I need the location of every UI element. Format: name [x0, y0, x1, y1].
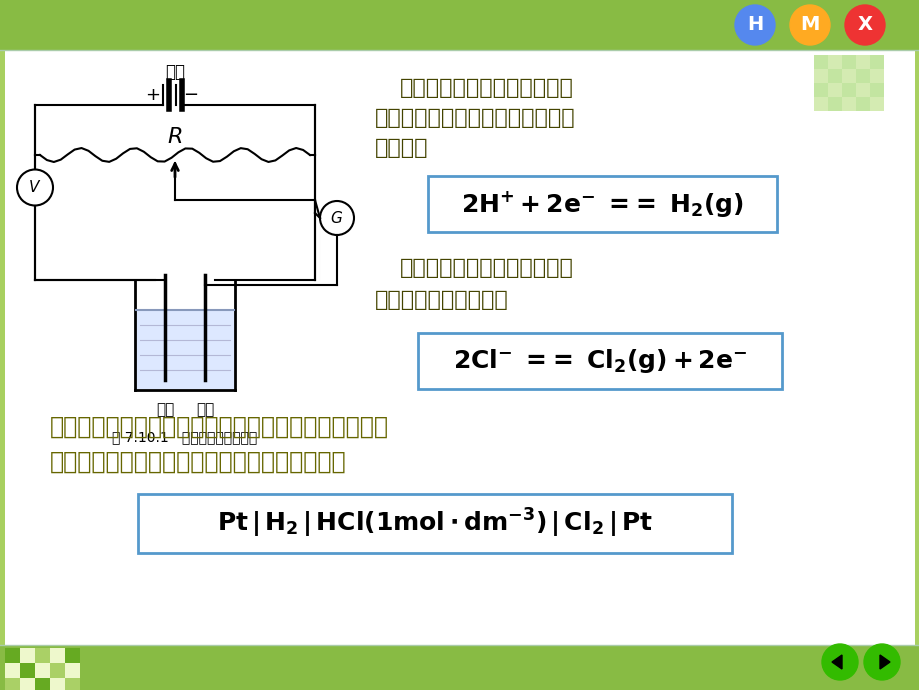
Polygon shape	[879, 655, 889, 669]
Text: −: −	[183, 86, 199, 104]
Bar	[47, 648, 61, 662]
Bar	[813, 83, 827, 97]
Bar	[20, 663, 35, 678]
Bar	[0, 645, 919, 690]
Bar	[65, 678, 80, 690]
FancyBboxPatch shape	[427, 176, 777, 232]
Bar	[65, 648, 80, 663]
Circle shape	[320, 201, 354, 235]
Bar	[20, 648, 35, 663]
Text: 氯离子向阳极（正极）运动，: 氯离子向阳极（正极）运动，	[400, 258, 573, 278]
Bar	[841, 83, 855, 97]
Bar	[19, 662, 33, 676]
Bar	[5, 676, 19, 690]
Bar	[0, 0, 919, 50]
Text: $R$: $R$	[167, 127, 183, 147]
Bar	[827, 83, 841, 97]
Bar	[61, 676, 75, 690]
Text: M: M	[800, 15, 819, 34]
Circle shape	[821, 644, 857, 680]
Text: 但是，上述电解产物与溶液中的相应离子在阴极和阳极: 但是，上述电解产物与溶液中的相应离子在阴极和阳极	[50, 415, 389, 439]
Text: 在外加电压作用下，氢离子向: 在外加电压作用下，氢离子向	[400, 78, 573, 98]
Text: 阴极: 阴极	[196, 402, 214, 417]
Circle shape	[863, 644, 899, 680]
Text: $V$: $V$	[28, 179, 41, 195]
Text: 阳极: 阳极	[155, 402, 174, 417]
Bar	[869, 83, 883, 97]
Bar	[33, 648, 47, 662]
Bar	[61, 648, 75, 662]
Circle shape	[17, 170, 53, 206]
Bar	[813, 69, 827, 83]
Bar	[841, 69, 855, 83]
Bar	[33, 676, 47, 690]
Circle shape	[844, 5, 884, 45]
FancyBboxPatch shape	[138, 494, 732, 553]
Circle shape	[734, 5, 774, 45]
Bar	[20, 678, 35, 690]
Bar	[827, 69, 841, 83]
Bar	[5, 648, 20, 663]
Text: +: +	[145, 86, 160, 104]
Bar	[5, 662, 19, 676]
Bar	[61, 662, 75, 676]
Bar	[869, 69, 883, 83]
Bar	[855, 55, 869, 69]
Text: $\mathbf{2Cl^{-}\ \mathbf{=\!=}\ Cl_2(g) + 2e^{-}}$: $\mathbf{2Cl^{-}\ \mathbf{=\!=}\ Cl_2(g)…	[452, 347, 746, 375]
Bar	[855, 97, 869, 111]
Bar	[47, 662, 61, 676]
Bar	[65, 663, 80, 678]
Bar	[136, 310, 233, 389]
Text: 阴极（负极）运动，在阴极被还原: 阴极（负极）运动，在阴极被还原	[375, 108, 575, 128]
Bar	[813, 97, 827, 111]
Text: X: X	[857, 15, 871, 34]
Bar	[813, 55, 827, 69]
Bar	[841, 55, 855, 69]
Text: $\mathbf{Pt\,|\,H_2\,|\,HCl(1mol \cdot dm^{-3})\,|\,Cl_2\,|\,Pt}$: $\mathbf{Pt\,|\,H_2\,|\,HCl(1mol \cdot d…	[217, 507, 652, 540]
Bar	[19, 648, 33, 662]
Text: 为氢气。: 为氢气。	[375, 138, 428, 158]
Bar	[35, 648, 50, 663]
Text: 在阳极被氧化为氯气。: 在阳极被氧化为氯气。	[375, 290, 508, 310]
Bar	[827, 55, 841, 69]
Text: 上又构成氢电极与氯电极，从而形成如下电池：: 上又构成氢电极与氯电极，从而形成如下电池：	[50, 450, 346, 474]
Bar	[5, 663, 20, 678]
Circle shape	[789, 5, 829, 45]
Bar	[35, 663, 50, 678]
Bar	[855, 69, 869, 83]
Bar	[47, 676, 61, 690]
Bar	[50, 648, 65, 663]
FancyBboxPatch shape	[417, 333, 781, 389]
Text: 电源: 电源	[165, 63, 185, 81]
Bar	[19, 676, 33, 690]
Bar	[35, 678, 50, 690]
Bar	[869, 97, 883, 111]
Bar	[33, 662, 47, 676]
Bar	[869, 55, 883, 69]
Text: $\mathbf{2H^{+} + 2e^{-}\ \mathbf{=\!=}\ H_2(g)}$: $\mathbf{2H^{+} + 2e^{-}\ \mathbf{=\!=}\…	[460, 189, 743, 219]
Text: $G$: $G$	[330, 210, 343, 226]
Bar	[855, 83, 869, 97]
Bar	[827, 97, 841, 111]
Bar	[5, 648, 19, 662]
Text: 图 7.10.1   测定分解电压的装置: 图 7.10.1 测定分解电压的装置	[112, 430, 257, 444]
Bar	[5, 678, 20, 690]
Bar	[841, 97, 855, 111]
Bar	[50, 678, 65, 690]
Text: H: H	[746, 15, 762, 34]
Bar	[50, 663, 65, 678]
Polygon shape	[831, 655, 841, 669]
Bar	[5, 50, 914, 645]
